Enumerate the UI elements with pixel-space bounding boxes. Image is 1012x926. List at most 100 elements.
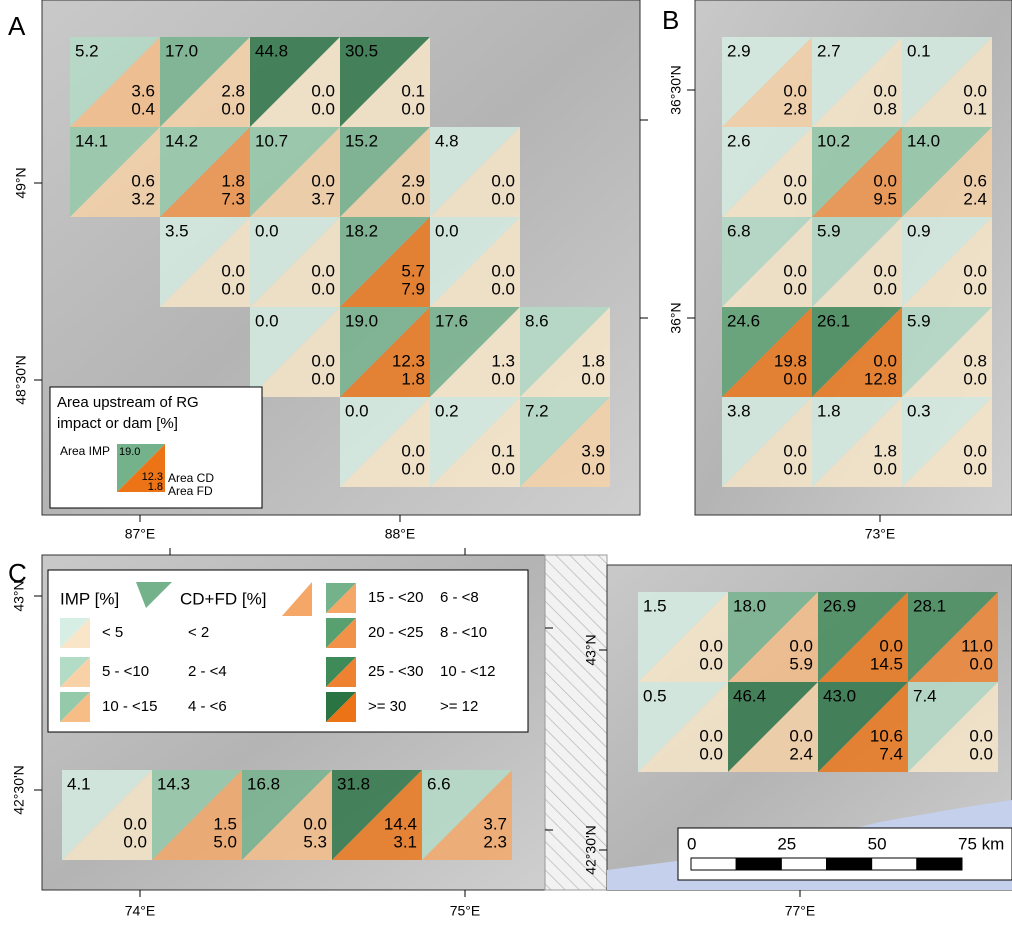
cd-value: 0.0 — [699, 636, 723, 655]
imp-value: 26.1 — [817, 311, 850, 330]
scale-label: 75 km — [958, 834, 1004, 853]
fd-value: 7.3 — [221, 189, 245, 208]
fd-value: 0.0 — [969, 654, 993, 673]
imp-value: 0.3 — [907, 401, 931, 420]
axis-label: 48°30'N — [13, 355, 29, 405]
fd-value: 0.0 — [581, 459, 605, 478]
fd-value: 0.0 — [963, 279, 987, 298]
cd-value: 0.0 — [783, 441, 807, 460]
fd-value: 12.8 — [864, 369, 897, 388]
axis-label: 87°E — [125, 526, 156, 542]
axis-label: 77°E — [785, 903, 816, 919]
imp-value: 1.5 — [643, 596, 667, 615]
cd-value: 19.8 — [774, 351, 807, 370]
fd-value: 0.0 — [311, 99, 335, 118]
figure: 5.23.60.417.02.80.044.80.00.030.50.10.01… — [0, 0, 1012, 921]
fd-value: 0.0 — [963, 369, 987, 388]
imp-value: 18.0 — [733, 596, 766, 615]
cd-value: 0.0 — [873, 351, 897, 370]
imp-value: 46.4 — [733, 686, 766, 705]
axis-label: 42°30'N — [583, 825, 599, 875]
fd-value: 0.0 — [699, 654, 723, 673]
cd-value: 1.3 — [491, 351, 515, 370]
fd-value: 0.0 — [401, 189, 425, 208]
imp-value: 26.9 — [823, 596, 856, 615]
imp-value: 14.2 — [165, 131, 198, 150]
legend-header: IMP [%] — [60, 589, 119, 608]
fd-value: 2.4 — [963, 189, 987, 208]
imp-value: 18.2 — [345, 221, 378, 240]
cd-value: 0.0 — [963, 441, 987, 460]
imp-value: 0.0 — [255, 311, 279, 330]
imp-value: 28.1 — [913, 596, 946, 615]
cd-value: 0.1 — [401, 81, 425, 100]
cd-value: 0.0 — [699, 726, 723, 745]
imp-value: 7.2 — [525, 401, 549, 420]
imp-value: 7.4 — [913, 686, 937, 705]
cd-value: 0.0 — [311, 171, 335, 190]
fd-value: 0.0 — [123, 832, 147, 851]
imp-value: 15.2 — [345, 131, 378, 150]
axis-label: 88°E — [385, 526, 416, 542]
axis-label: 43°N — [583, 634, 599, 665]
cd-value: 0.6 — [131, 171, 155, 190]
legend-imp-label: 15 - <20 — [368, 589, 423, 606]
cd-value: 0.0 — [123, 814, 147, 833]
legend-imp-label: 10 - <15 — [102, 698, 157, 715]
cd-value: 12.3 — [392, 351, 425, 370]
legend-imp-label: Area IMP — [60, 444, 110, 458]
fd-value: 0.0 — [221, 99, 245, 118]
fd-value: 2.4 — [789, 744, 813, 763]
legend-cdfd-label: 4 - <6 — [188, 698, 227, 715]
cd-value: 0.6 — [963, 171, 987, 190]
cd-value: 0.0 — [311, 261, 335, 280]
fd-value: 14.5 — [870, 654, 903, 673]
imp-value: 3.8 — [727, 401, 751, 420]
cd-value: 1.8 — [873, 441, 897, 460]
fd-value: 7.9 — [401, 279, 425, 298]
legend-imp-label: >= 30 — [368, 698, 406, 715]
fd-value: 0.0 — [699, 744, 723, 763]
fd-value: 0.0 — [311, 369, 335, 388]
axis-label: 36°N — [668, 302, 684, 333]
legend-title: impact or dam [%] — [57, 415, 178, 432]
imp-value: 6.8 — [727, 221, 751, 240]
axis-label: 73°E — [865, 526, 896, 542]
legend-imp-label: 20 - <25 — [368, 624, 423, 641]
imp-value: 6.6 — [427, 774, 451, 793]
legend-cdfd-label: >= 12 — [440, 698, 478, 715]
fd-value: 2.8 — [783, 99, 807, 118]
fd-value: 7.4 — [879, 744, 903, 763]
legend-cdfd-label: 2 - <4 — [188, 663, 227, 680]
fd-value: 3.2 — [131, 189, 155, 208]
imp-value: 1.8 — [817, 401, 841, 420]
legend-cdfd-label: 10 - <12 — [440, 663, 495, 680]
fd-value: 0.0 — [783, 369, 807, 388]
imp-value: 43.0 — [823, 686, 856, 705]
imp-value: 2.6 — [727, 131, 751, 150]
legend-title: Area upstream of RG — [57, 394, 199, 411]
cd-value: 0.0 — [873, 171, 897, 190]
cd-value: 3.7 — [483, 814, 507, 833]
axis-label: 42°30'N — [11, 765, 27, 815]
cd-value: 1.5 — [213, 814, 237, 833]
legend-imp-label: < 5 — [102, 624, 123, 641]
legend-cdfd-label: < 2 — [188, 624, 209, 641]
panel-label: B — [662, 5, 679, 35]
fd-value: 0.0 — [491, 279, 515, 298]
fd-value: 0.0 — [783, 189, 807, 208]
scale-label: 25 — [777, 834, 796, 853]
imp-value: 14.3 — [157, 774, 190, 793]
fd-value: 9.5 — [873, 189, 897, 208]
cd-value: 5.7 — [401, 261, 425, 280]
cd-value: 14.4 — [384, 814, 417, 833]
imp-value: 0.5 — [643, 686, 667, 705]
fd-value: 0.8 — [873, 99, 897, 118]
fd-value: 0.0 — [491, 189, 515, 208]
imp-value: 4.8 — [435, 131, 459, 150]
cd-value: 0.8 — [963, 351, 987, 370]
imp-value: 10.2 — [817, 131, 850, 150]
fd-value: 0.1 — [963, 99, 987, 118]
fd-value: 5.0 — [213, 832, 237, 851]
cd-value: 2.9 — [401, 171, 425, 190]
